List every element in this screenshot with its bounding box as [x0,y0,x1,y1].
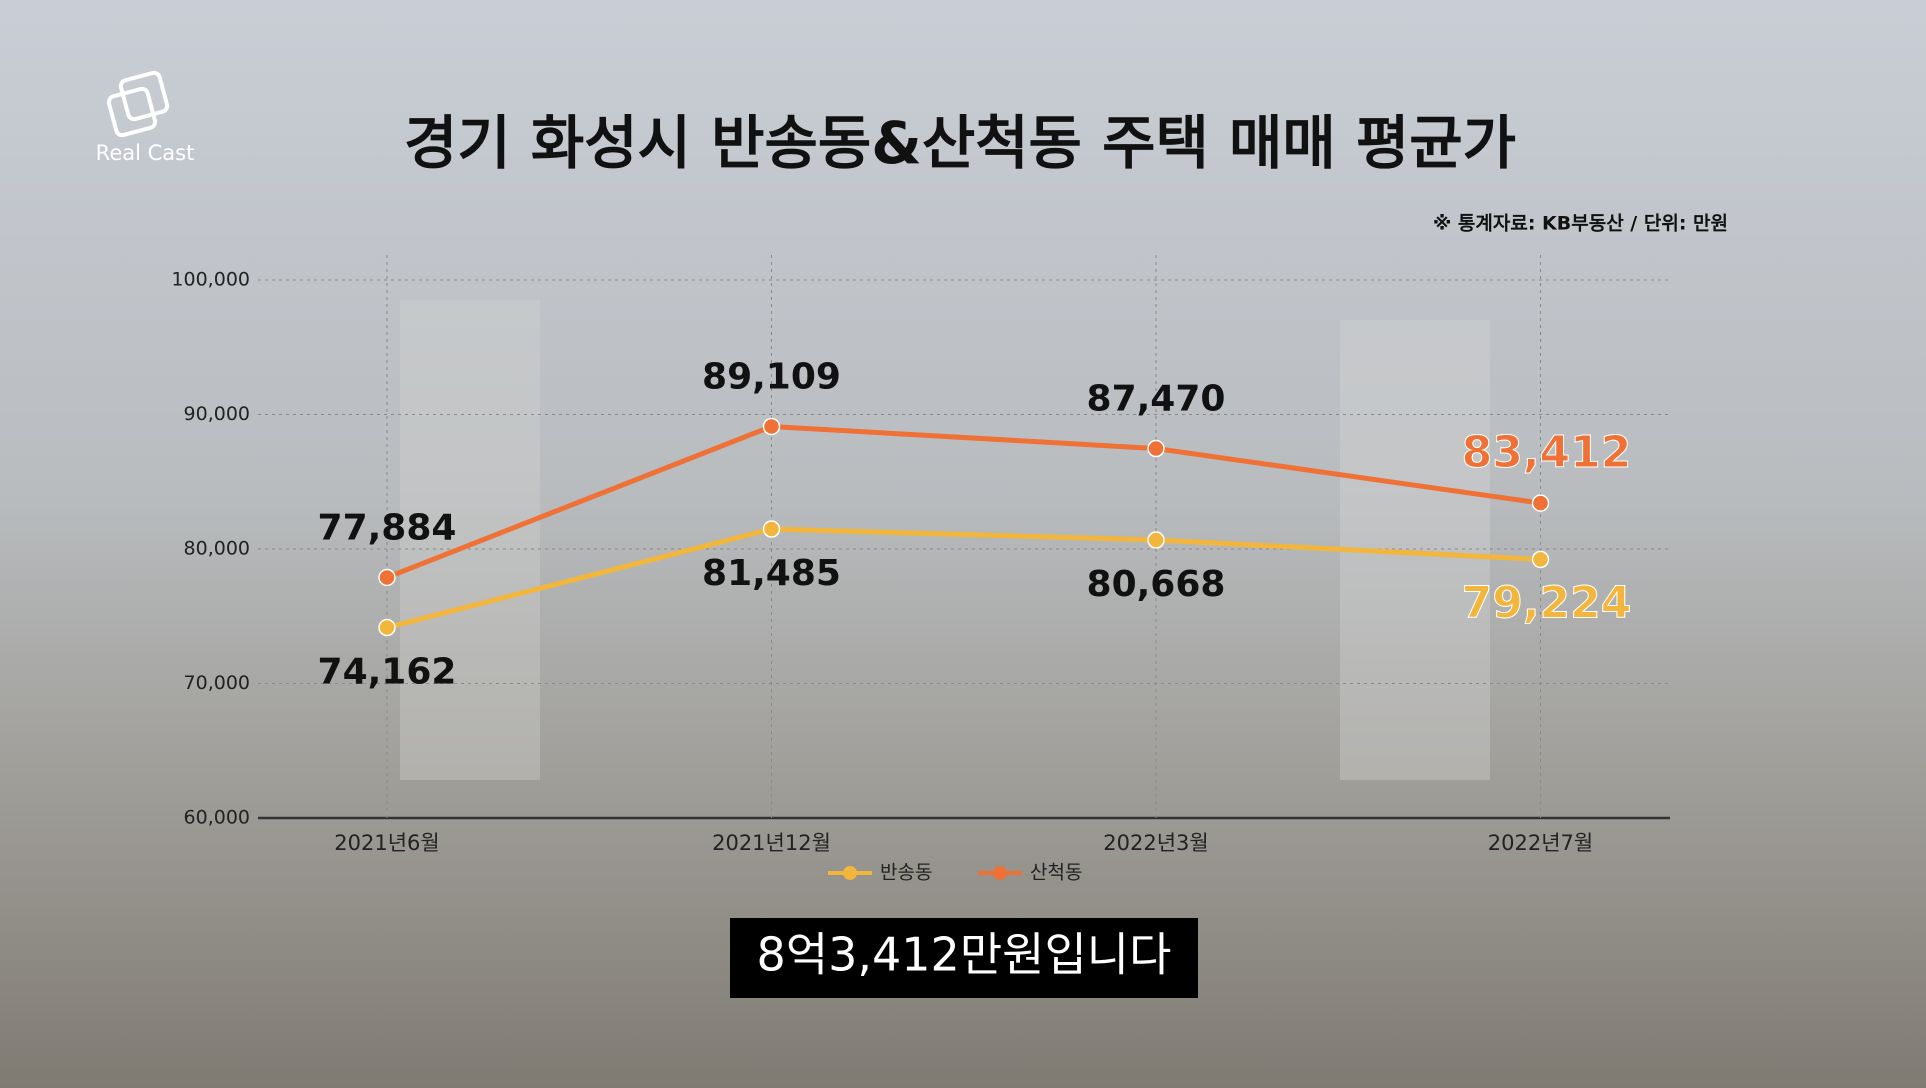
data-label: 79,224 [1462,577,1632,628]
y-tick-label: 70,000 [184,672,250,694]
data-label: 80,668 [1087,564,1226,605]
point [1531,494,1550,512]
data-label: 77,884 [318,507,457,548]
line [386,423,1541,580]
legend-label: 산척동 [1030,862,1082,884]
point [762,520,781,538]
x-tick-label: 2021년6월 [334,831,439,855]
y-tick-label: 60,000 [184,807,250,829]
chart-title: 경기 화성시 반송동&산척동 주택 매매 평균가 [404,109,1516,177]
caption-box [730,918,1198,998]
line [386,526,1541,630]
data-label: 89,109 [702,356,841,397]
logo [106,70,170,138]
point [1147,531,1165,549]
y-tick-label: 100,000 [171,269,250,291]
legend-marker [993,866,1007,880]
data-label: 81,485 [702,553,841,594]
legend-label: 반송동 [880,862,932,884]
point [1531,550,1550,569]
chart-subtitle: ※ 통계자료: KB부동산 / 단위: 만원 [1433,213,1728,235]
data-label: 87,470 [1087,379,1226,420]
y-tick-label: 80,000 [184,538,250,560]
x-tick-label: 2021년12월 [712,831,831,855]
legend-marker [843,866,857,880]
point [378,618,396,637]
brand: Real Cast [96,141,195,165]
caption: 8억3,412만원입니다 [757,928,1172,982]
data-label: 74,162 [318,652,457,693]
point [378,568,396,587]
point [762,417,781,436]
x-tick-label: 2022년3월 [1103,831,1208,855]
y-tick-label: 90,000 [184,403,250,425]
point [1147,439,1165,458]
data-label: 83,412 [1462,427,1632,478]
x-tick-label: 2022년7월 [1488,831,1593,855]
background-building [400,300,540,780]
